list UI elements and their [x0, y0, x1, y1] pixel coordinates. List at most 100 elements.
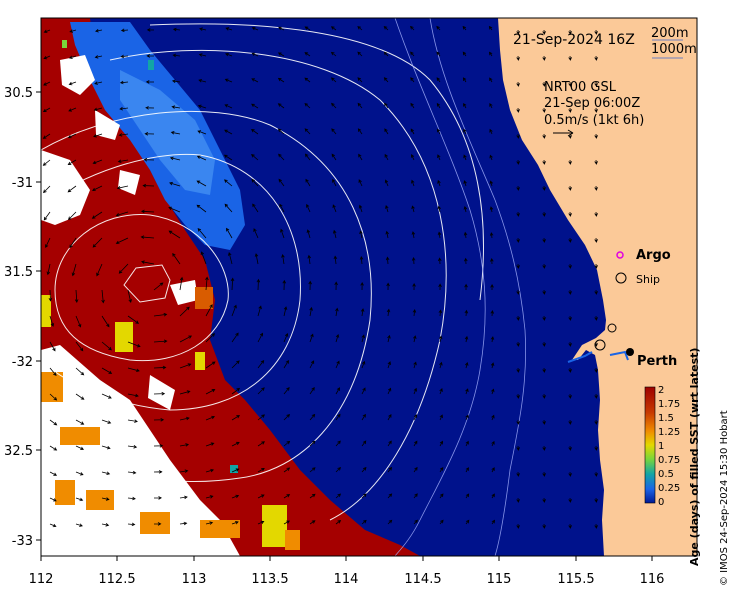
current-vector-arrow	[198, 53, 207, 57]
current-vector-arrow	[387, 414, 392, 421]
current-vector-arrow	[309, 440, 316, 447]
current-vector-arrow	[283, 387, 290, 395]
current-vector-arrow	[117, 159, 129, 164]
current-vector-arrow	[542, 107, 546, 113]
current-vector-arrow	[101, 393, 112, 399]
current-vector-arrow	[75, 315, 82, 328]
current-vector-arrow	[357, 102, 363, 109]
current-vector-arrow	[383, 77, 389, 83]
current-vector-arrow	[127, 341, 141, 348]
current-vector-arrow	[307, 254, 311, 265]
current-vector-arrow	[542, 263, 546, 269]
current-vector-arrow	[228, 252, 233, 265]
current-vector-arrow	[145, 106, 155, 110]
current-vector-arrow	[231, 332, 239, 343]
current-vector-arrow	[225, 27, 233, 31]
current-vector-arrow	[91, 185, 103, 192]
current-vector-arrow	[205, 442, 215, 447]
current-vector-arrow	[67, 211, 77, 221]
current-vector-arrow	[75, 367, 85, 376]
current-vector-arrow	[42, 107, 51, 113]
current-vector-arrow	[542, 185, 546, 191]
current-vector-arrow	[48, 289, 53, 302]
current-vector-arrow	[252, 203, 259, 213]
current-vector-arrow	[67, 185, 77, 193]
current-vector-arrow	[101, 497, 110, 501]
current-vector-arrow	[93, 133, 103, 138]
current-vector-arrow	[127, 496, 136, 501]
current-vector-arrow	[142, 183, 155, 188]
current-vector-arrow	[168, 206, 181, 213]
current-vector-arrow	[361, 493, 367, 499]
current-vector-arrow	[436, 77, 441, 83]
current-vector-arrow	[568, 523, 572, 529]
current-vector-arrow	[304, 26, 311, 31]
current-vector-arrow	[306, 229, 311, 239]
current-vector-arrow	[490, 362, 495, 369]
current-vector-arrow	[335, 360, 340, 369]
current-vector-arrow	[197, 104, 207, 109]
y-tick-label: -33	[12, 534, 33, 549]
x-tick-label: 114.5	[404, 572, 441, 587]
colorbar-tick-label: 1.25	[658, 427, 680, 438]
current-vector-arrow	[304, 153, 311, 161]
current-vector-arrow	[516, 341, 520, 347]
current-vector-arrow	[594, 419, 598, 425]
current-vector-arrow	[413, 440, 418, 447]
current-vector-arrow	[143, 157, 155, 162]
current-vector-arrow	[231, 494, 240, 499]
current-vector-arrow	[96, 263, 103, 277]
current-vector-arrow	[309, 333, 314, 343]
current-vector-arrow	[332, 204, 337, 213]
current-vector-arrow	[359, 256, 364, 265]
current-vector-arrow	[516, 289, 520, 295]
current-vector-arrow	[330, 26, 337, 31]
current-vector-arrow	[281, 254, 285, 265]
colorbar-tick-label: 1.75	[658, 399, 680, 410]
colorbar-tick-label: 0.5	[658, 469, 674, 480]
current-vector-arrow	[74, 289, 79, 303]
current-vector-arrow	[309, 360, 315, 369]
current-vector-arrow	[127, 393, 139, 398]
current-vector-arrow	[283, 333, 289, 343]
current-vector-arrow	[282, 279, 287, 291]
current-vector-arrow	[127, 289, 132, 303]
current-vector-arrow	[199, 27, 207, 31]
x-tick-label: 113.5	[251, 572, 288, 587]
current-vector-arrow	[197, 228, 207, 239]
current-vector-arrow	[119, 80, 129, 85]
colorbar-tick-label: 0.75	[658, 455, 680, 466]
current-vector-arrow	[542, 211, 546, 217]
current-vector-arrow	[67, 133, 77, 139]
current-vector-arrow	[43, 81, 51, 86]
current-vector-arrow	[491, 467, 495, 473]
current-vector-arrow	[254, 253, 259, 265]
current-vector-arrow	[331, 153, 337, 161]
current-vector-arrow	[277, 128, 285, 135]
current-vector-arrow	[464, 309, 469, 317]
current-vector-arrow	[516, 263, 520, 269]
current-vector-arrow	[410, 51, 415, 57]
current-vector-arrow	[331, 102, 337, 109]
current-vector-arrow	[75, 393, 85, 400]
current-vector-arrow	[568, 185, 572, 191]
current-vector-arrow	[49, 315, 55, 327]
current-vector-arrow	[224, 203, 233, 213]
current-vector-arrow	[594, 159, 598, 165]
current-vector-arrow	[516, 445, 520, 451]
current-vector-arrow	[43, 211, 51, 221]
current-vector-arrow	[594, 81, 598, 87]
scale-arrow	[553, 129, 574, 137]
current-vector-arrow	[127, 445, 138, 449]
current-vector-arrow	[257, 441, 265, 447]
current-vector-arrow	[231, 441, 240, 447]
current-vector-arrow	[332, 178, 337, 187]
current-vector-arrow	[568, 263, 572, 269]
current-vector-arrow	[542, 159, 546, 165]
current-vector-arrow	[516, 471, 520, 477]
current-vector-arrow	[257, 520, 265, 525]
current-vector-arrow	[491, 388, 495, 395]
current-vector-arrow	[118, 263, 129, 274]
current-vector-arrow	[230, 277, 235, 291]
current-vector-arrow	[250, 128, 259, 135]
